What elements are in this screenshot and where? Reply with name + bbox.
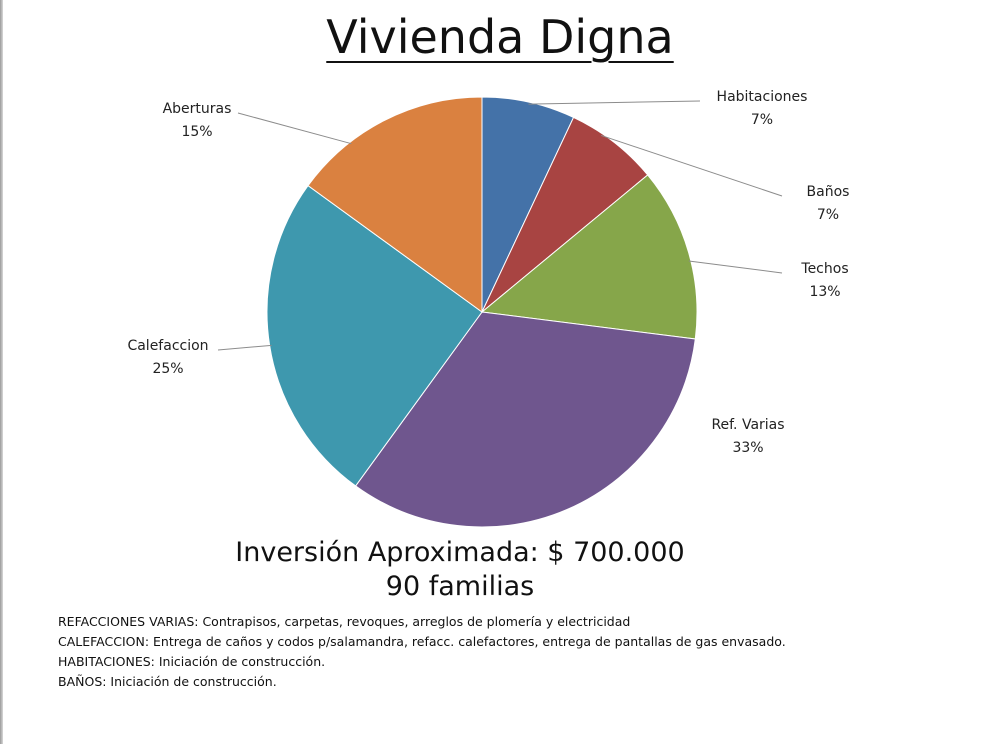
slice-label-techos: Techos <box>800 261 848 277</box>
slice-label-calefaccion: Calefaccion <box>127 338 208 354</box>
slice-percent-techos: 13% <box>809 284 840 300</box>
note-habitaciones: HABITACIONES: Iniciación de construcción… <box>58 654 326 669</box>
slice-label-habitaciones: Habitaciones <box>717 89 808 105</box>
leader-line-calefaccion <box>217 344 272 351</box>
pie-slices <box>266 96 698 528</box>
slice-label-aberturas: Aberturas <box>163 101 232 117</box>
leader-line-aberturas <box>237 112 352 145</box>
note-banos: BAÑOS: Iniciación de construcción. <box>58 674 277 689</box>
slice-percent-calefaccion: 25% <box>152 361 183 377</box>
pie-slice-ref-varias <box>354 311 696 528</box>
pie-slice-aberturas <box>307 96 483 313</box>
investment-amount: Inversión Aproximada: $ 700.000 <box>235 537 685 568</box>
notes-block: REFACCIONES VARIAS: Contrapisos, carpeta… <box>58 612 786 692</box>
slice-label-baños: Baños <box>807 184 850 200</box>
slice-percent-baños: 7% <box>817 207 839 223</box>
slice-labels: Habitaciones 7% Baños 7% Techos 13% Ref. Varia… <box>127 89 849 456</box>
pie-slice-techos <box>480 174 698 340</box>
slice-percent-aberturas: 15% <box>181 124 212 140</box>
slice-percent-ref-varias: 33% <box>732 440 763 456</box>
leader-line-habitaciones <box>528 100 701 105</box>
leader-line-techos <box>688 260 783 274</box>
note-refacciones: REFACCIONES VARIAS: Contrapisos, carpeta… <box>58 614 631 629</box>
note-calefaccion: CALEFACCION: Entrega de caños y codos p/… <box>58 634 786 649</box>
slice-percent-habitaciones: 7% <box>751 112 773 128</box>
leader-line-baños <box>601 134 783 197</box>
investment-summary: Inversión Aproximada: $ 700.000 90 famil… <box>0 536 920 604</box>
chart-title: Vivienda Digna <box>326 10 674 64</box>
slice-label-ref-varias: Ref. Varias <box>711 417 784 433</box>
leader-lines <box>217 100 783 351</box>
families-count: 90 familias <box>385 571 535 602</box>
slide-left-edge <box>0 0 3 744</box>
